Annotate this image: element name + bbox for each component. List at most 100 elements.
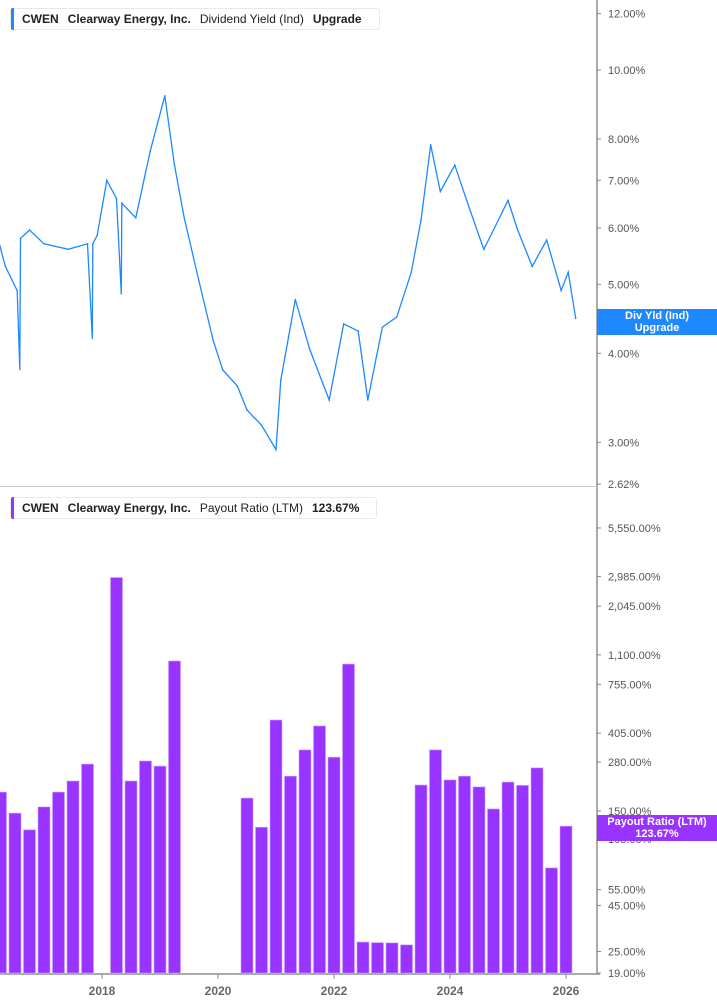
y-tick-label: 25.00% [608,946,646,958]
legend-value: 123.67% [312,501,360,515]
data-point [328,399,330,401]
data-point [236,385,239,387]
tag-label: Div Yld (Ind) [625,310,689,322]
data-point [260,424,263,427]
data-point [19,237,22,240]
payout-ratio-bar [472,786,486,974]
series-color-marker [11,8,14,30]
payout-ratio-bar [298,749,312,974]
y-tick-label: 2,045.00% [608,601,661,613]
y-tick-label: 55.00% [608,885,646,897]
data-point [197,279,200,281]
data-point [560,289,562,292]
x-tick-label: 2020 [205,984,232,998]
payout-ratio-bar [342,663,355,974]
payout-ratio-bar [487,808,500,974]
payout-ratio-bar [81,763,94,974]
data-point [135,217,137,219]
x-tick-label: 2024 [437,984,464,998]
data-point [439,190,442,193]
y-tick-label: 280.00% [608,757,652,769]
legend-ticker: CWEN [22,12,59,26]
data-point [280,379,282,381]
y-tick-label: 2,985.00% [608,572,661,584]
payout-ratio-series [0,577,573,974]
y-tick-label: 1,100.00% [608,650,661,662]
y-tick-label: 12.00% [608,9,646,21]
payout-ratio-bar [52,791,65,974]
payout-ratio-bar [385,942,399,974]
data-point [212,339,214,342]
data-point [28,229,31,231]
data-point [545,239,548,241]
data-point [381,326,384,329]
legend-metric: Payout Ratio (LTM) [199,501,303,515]
payout-ratio-bar [284,775,297,974]
data-point [342,323,345,325]
y-tick-label: 8.00% [608,134,639,146]
legend-upgrade-link[interactable]: Upgrade [312,12,362,26]
payout-ratio-legend[interactable]: CWEN Clearway Energy, Inc. Payout Ratio … [10,497,378,519]
data-point [173,164,176,167]
payout-ratio-bar [559,825,573,974]
payout-ratio-bar [37,806,51,974]
y-tick-label: 19.00% [608,968,646,980]
x-tick-label: 2026 [553,984,580,998]
payout-ratio-bar [23,829,36,974]
payout-ratio-axis-tag: Payout Ratio (LTM) 123.67% [597,815,717,841]
y-tick-label: 2.62% [608,479,639,491]
y-tick-label: 755.00% [608,679,652,691]
payout-ratio-bar [443,779,457,974]
tag-value: 123.67% [635,828,679,840]
payout-ratio-bar [0,791,7,974]
payout-ratio-bar [255,826,268,974]
dividend-yield-series [0,94,577,452]
payout-ratio-bar [139,760,152,974]
series-color-marker [11,497,14,519]
tag-value: Upgrade [634,322,680,334]
payout-ratio-bar [400,944,413,974]
dividend-yield-line [0,95,577,452]
data-point [309,348,311,351]
legend-metric: Dividend Yield (Ind) [199,12,304,26]
x-tick-label: 2018 [89,984,116,998]
payout-ratio-bar [313,725,326,974]
payout-ratio-bar [356,941,370,974]
data-point [91,337,94,340]
payout-ratio-bar [110,577,123,974]
payout-ratio-bar [153,765,167,974]
data-point [567,271,570,274]
data-point [222,369,224,371]
data-point [367,399,369,401]
data-point [483,248,485,251]
data-point [16,289,19,292]
y-tick-label: 5,550.00% [608,523,661,535]
y-tick-label: 7.00% [608,175,639,187]
legend-company: Clearway Energy, Inc. [67,12,191,26]
dividend-yield-legend[interactable]: CWEN Clearway Energy, Inc. Dividend Yiel… [10,8,380,30]
payout-ratio-bar [168,660,181,974]
data-point [4,265,7,268]
data-point [492,229,495,231]
payout-ratio-bar [545,867,558,974]
legend-company: Clearway Energy, Inc. [67,501,191,515]
data-point [115,197,118,200]
payout-ratio-bar [327,756,341,974]
data-point [67,248,69,251]
payout-ratio-bar [516,785,529,974]
payout-ratio-bar [8,812,22,974]
data-point [92,243,94,245]
payout-ratio-bar [371,942,384,974]
data-point [121,202,123,205]
legend-ticker: CWEN [22,501,59,515]
payout-ratio-bar [66,780,80,974]
data-point [19,368,21,370]
y-tick-label: 3.00% [608,437,639,449]
data-point [86,243,89,245]
data-point [106,179,108,182]
tag-label: Payout Ratio (LTM) [607,816,707,828]
data-point [294,298,297,301]
data-point [43,243,45,245]
